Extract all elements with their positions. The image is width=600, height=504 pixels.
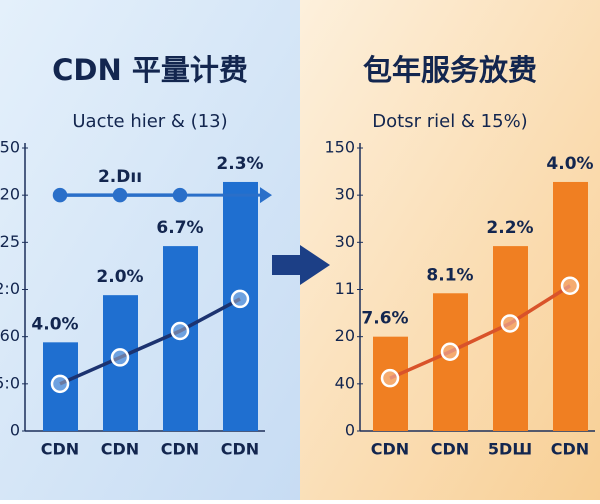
bar-label: 6.7% bbox=[156, 218, 203, 238]
bar bbox=[493, 246, 528, 431]
chart-subtitle: Dotsr riel & 15%) bbox=[372, 111, 527, 132]
x-tick-label: 5DШ bbox=[488, 440, 532, 459]
y-tick-label: 11 bbox=[335, 279, 355, 298]
line-point bbox=[50, 374, 70, 394]
y-tick-label: 30 bbox=[335, 185, 355, 204]
line-point bbox=[500, 314, 520, 333]
line-point bbox=[440, 342, 460, 362]
bar-label: 2.2% bbox=[486, 218, 533, 238]
line bbox=[389, 284, 571, 380]
line-point bbox=[110, 348, 130, 367]
bar-label: 2.3% bbox=[216, 154, 263, 174]
x-tick-label: CDN bbox=[551, 440, 589, 459]
bar-label: 4.0% bbox=[31, 314, 78, 334]
chart-subtitle: Uacte hier & (13) bbox=[72, 111, 227, 132]
y-tick-label: 40 bbox=[335, 373, 355, 392]
y-tick-label: 5:0 bbox=[0, 373, 20, 392]
bar-label: 2.0% bbox=[96, 267, 143, 287]
line-point bbox=[112, 187, 128, 203]
y-tick-label: 2:0 bbox=[0, 279, 20, 298]
y-tick-label: 020 bbox=[0, 185, 20, 204]
x-tick-label: CDN bbox=[221, 440, 259, 459]
line-point bbox=[172, 187, 188, 203]
y-tick-label: 30 bbox=[335, 232, 355, 251]
y-tick-label: 25 bbox=[0, 232, 20, 251]
y-tick-label: 0 bbox=[345, 421, 355, 440]
line-label: 2.Dıı bbox=[98, 167, 142, 187]
x-tick-label: CDN bbox=[431, 440, 469, 459]
line-point bbox=[380, 368, 400, 388]
y-tick-label: 0 bbox=[10, 421, 20, 440]
y-tick-label: 50 bbox=[0, 138, 20, 157]
x-tick-label: CDN bbox=[41, 440, 79, 459]
x-tick-label: CDN bbox=[101, 440, 139, 459]
transition-arrow bbox=[272, 245, 330, 285]
line bbox=[59, 297, 241, 386]
y-tick-label: 060 bbox=[0, 326, 20, 345]
chart-title: 包年服务放费 bbox=[363, 53, 537, 87]
bar bbox=[373, 336, 408, 431]
bar bbox=[433, 293, 468, 431]
line-point bbox=[52, 187, 68, 203]
line-point bbox=[170, 321, 190, 341]
line-point bbox=[230, 289, 250, 309]
y-tick-label: 20 bbox=[335, 326, 355, 345]
chart-title: CDN 平量计费 bbox=[52, 53, 248, 87]
bar bbox=[553, 181, 588, 431]
bar-label: 4.0% bbox=[546, 154, 593, 174]
bar bbox=[43, 342, 78, 431]
x-tick-label: CDN bbox=[161, 440, 199, 459]
bar-label: 8.1% bbox=[426, 265, 473, 285]
bar-label: 7.6% bbox=[361, 309, 408, 329]
line-point bbox=[560, 276, 580, 295]
arrow-head bbox=[260, 187, 272, 204]
x-tick-label: CDN bbox=[371, 440, 409, 459]
y-tick-label: 150 bbox=[324, 138, 355, 157]
